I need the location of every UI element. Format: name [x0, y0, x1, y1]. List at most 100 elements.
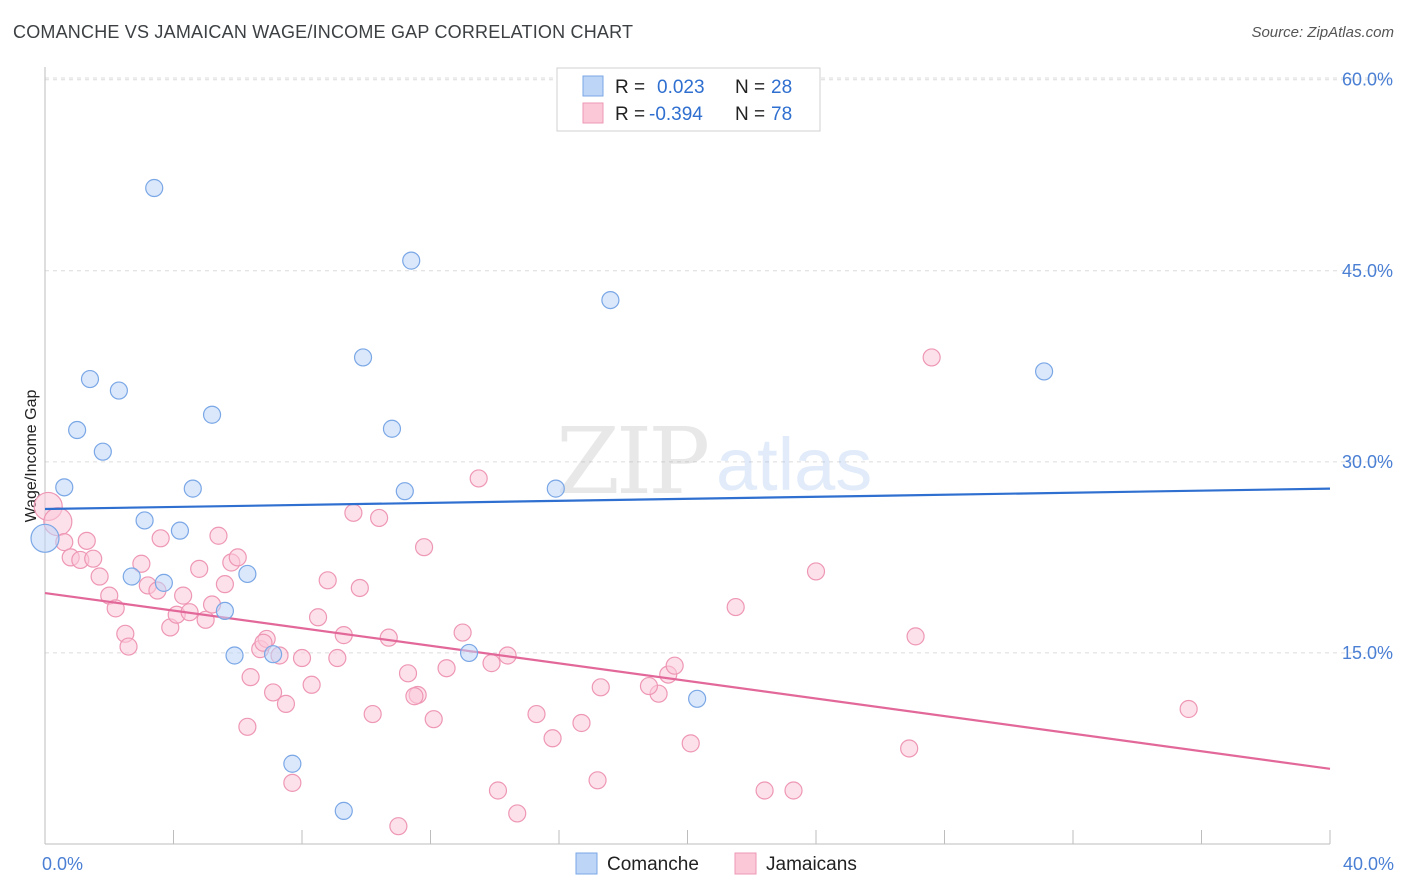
comanche-point	[80, 369, 100, 389]
x-tick-label: 40.0%	[1343, 854, 1394, 874]
stats-legend: R = 0.023 N = 28 R = -0.394 N = 78	[556, 67, 821, 132]
chart-source: Source: ZipAtlas.com	[1251, 24, 1394, 41]
jamaican-point	[527, 704, 546, 724]
jamaican-point	[437, 659, 456, 678]
legend-r-label-jamaicans: R =	[615, 104, 645, 125]
x-tick-label: 0.0%	[42, 854, 83, 874]
jamaican-point	[151, 529, 170, 548]
comanche-point	[183, 479, 202, 498]
watermark-zip: ZIP	[556, 408, 707, 515]
jamaican-point	[190, 559, 209, 578]
legend-r-label-comanche: R =	[615, 77, 645, 98]
jamaican-point	[119, 637, 138, 656]
jamaican-point	[84, 549, 103, 568]
jamaican-point	[209, 526, 228, 545]
jamaican-point	[543, 729, 562, 748]
jamaican-point	[398, 664, 418, 683]
comanche-point	[55, 478, 74, 497]
jamaican-point	[588, 771, 607, 790]
x-axis-ticks	[173, 830, 1331, 844]
comanche-point	[135, 511, 154, 530]
bottom-legend-swatch-comanche	[575, 852, 598, 875]
comanche-point	[122, 567, 141, 586]
series-jamaicans	[33, 348, 1331, 836]
legend-r-value-jamaicans: -0.394	[649, 104, 703, 125]
y-tick-label: 60.0%	[1342, 70, 1393, 90]
comanche-point	[395, 482, 414, 501]
bottom-legend-swatch-jamaicans	[734, 852, 757, 875]
comanche-point	[382, 419, 402, 438]
legend-n-label-jamaicans: N =	[735, 104, 765, 125]
comanche-point	[353, 348, 373, 367]
y-tick-label: 30.0%	[1342, 452, 1393, 472]
jamaican-point	[90, 567, 109, 586]
jamaican-point	[469, 469, 488, 488]
series-legend: Comanche Jamaicans	[575, 852, 857, 875]
y-tick-label: 15.0%	[1342, 643, 1393, 663]
jamaican-point	[572, 713, 591, 733]
jamaican-point	[344, 503, 363, 522]
jamaican-point	[263, 683, 283, 702]
comanche-point	[170, 521, 190, 540]
comanche-point	[109, 381, 128, 400]
jamaican-point	[283, 773, 302, 792]
comanche-point	[688, 689, 707, 708]
jamaican-point	[379, 628, 398, 647]
chart-title: COMANCHE VS JAMAICAN WAGE/INCOME GAP COR…	[13, 22, 634, 42]
comanche-point	[145, 178, 164, 198]
jamaican-point	[318, 571, 337, 590]
bottom-legend-label-comanche: Comanche	[607, 854, 699, 875]
jamaican-point	[508, 804, 527, 823]
jamaican-point	[228, 548, 247, 567]
y-axis-title: Wage/Income Gap	[23, 390, 40, 523]
jamaican-point	[806, 562, 826, 581]
comanche-point	[202, 405, 222, 424]
jamaican-point	[906, 627, 925, 646]
comanche-point	[154, 573, 173, 592]
jamaican-point	[389, 817, 408, 836]
comanche-point	[459, 643, 479, 663]
jamaican-point	[414, 538, 434, 557]
jamaican-point	[424, 710, 443, 729]
jamaican-point	[363, 704, 382, 724]
jamaican-point	[784, 781, 803, 800]
comanche-point	[225, 646, 244, 665]
jamaican-point	[328, 648, 347, 668]
legend-n-value-jamaicans: 78	[771, 104, 792, 125]
watermark-atlas: atlas	[716, 423, 872, 506]
jamaican-point	[276, 694, 296, 713]
legend-swatch-jamaicans	[582, 102, 604, 124]
legend-swatch-comanche	[582, 75, 604, 97]
jamaican-point	[370, 508, 389, 528]
y-tick-label: 45.0%	[1342, 261, 1393, 281]
bottom-legend-label-jamaicans: Jamaicans	[766, 854, 857, 875]
jamaican-point	[1179, 699, 1198, 719]
jamaican-point	[308, 608, 328, 627]
jamaican-point	[215, 575, 234, 594]
comanche-point	[263, 645, 283, 664]
comanche-point	[1034, 362, 1054, 381]
comanche-point	[334, 801, 353, 820]
jamaican-point	[405, 687, 424, 706]
jamaican-point	[132, 554, 151, 573]
comanche-point	[93, 442, 112, 461]
jamaican-point	[453, 623, 472, 642]
jamaican-point	[726, 597, 745, 617]
comanche-point	[238, 564, 257, 584]
comanche-trend-line	[44, 487, 1331, 511]
comanche-point	[402, 251, 421, 270]
jamaican-point	[665, 656, 684, 675]
legend-n-label-comanche: N =	[735, 77, 765, 98]
jamaican-point	[755, 781, 774, 800]
jamaican-point	[681, 734, 700, 753]
legend-n-value-comanche: 28	[771, 77, 792, 98]
jamaican-point	[350, 578, 369, 598]
jamaican-point	[302, 675, 321, 694]
comanche-point	[215, 601, 234, 621]
jamaican-point	[482, 654, 501, 673]
legend-r-value-comanche: 0.023	[657, 77, 705, 98]
jamaican-point	[922, 348, 941, 367]
jamaican-point	[77, 531, 96, 550]
jamaican-point	[292, 648, 312, 668]
